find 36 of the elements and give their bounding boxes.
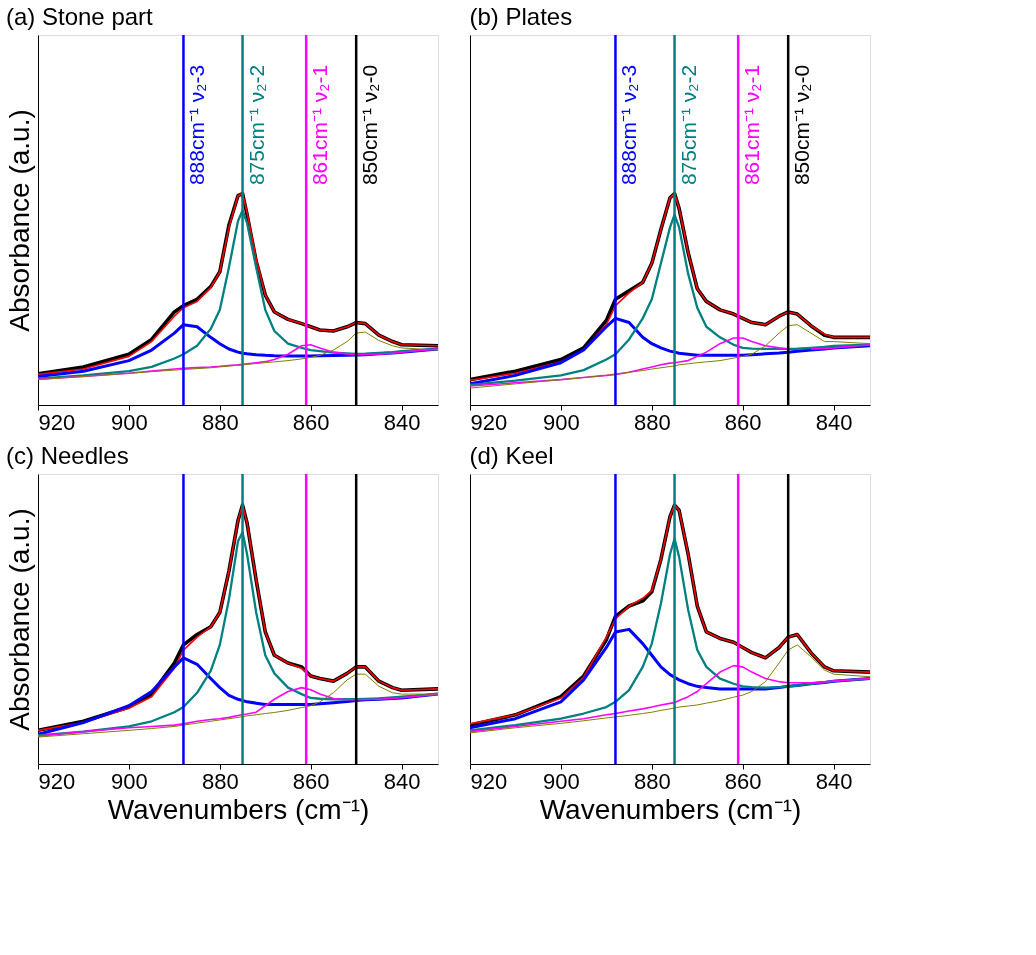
x-tick-label: 920 bbox=[470, 768, 508, 794]
x-tick-label: 920 bbox=[38, 409, 76, 435]
ref-line-label: 850cm⁻¹ ν₂-0 bbox=[790, 64, 814, 186]
chart-title: (d) Keel bbox=[469, 441, 554, 469]
x-tick-label: 900 bbox=[543, 409, 580, 435]
x-tick-label: 920 bbox=[38, 768, 76, 794]
x-axis-title: Wavenumbers (cm⁻¹) bbox=[107, 793, 370, 825]
x-tick-label: 860 bbox=[724, 768, 762, 794]
ref-line-label: 875cm⁻¹ ν₂-2 bbox=[676, 64, 700, 186]
x-tick-label: 860 bbox=[292, 768, 330, 794]
x-tick-label: 860 bbox=[724, 409, 762, 435]
chart-title: (b) Plates bbox=[469, 2, 573, 30]
x-axis-title: Wavenumbers (cm⁻¹) bbox=[539, 793, 802, 825]
x-tick-label: 880 bbox=[201, 768, 239, 794]
chart-title: (a) Stone part bbox=[6, 2, 154, 30]
ref-line-label: 875cm⁻¹ ν₂-2 bbox=[244, 64, 268, 186]
x-tick-label: 880 bbox=[633, 768, 671, 794]
y-axis-title: Absorbance (a.u.) bbox=[3, 508, 35, 731]
x-tick-label: 840 bbox=[815, 768, 853, 794]
x-tick-label: 900 bbox=[111, 409, 148, 435]
ref-line-label: 850cm⁻¹ ν₂-0 bbox=[358, 64, 382, 186]
x-tick-label: 880 bbox=[201, 409, 239, 435]
ref-line-label: 888cm⁻¹ ν₂-3 bbox=[617, 64, 641, 186]
x-tick-label: 900 bbox=[543, 768, 580, 794]
x-tick-label: 840 bbox=[383, 768, 421, 794]
ref-line-label: 861cm⁻¹ ν₂-1 bbox=[740, 64, 764, 186]
ref-line-label: 861cm⁻¹ ν₂-1 bbox=[308, 64, 332, 186]
x-tick-label: 840 bbox=[383, 409, 421, 435]
chart-title: (c) Needles bbox=[6, 441, 129, 469]
x-tick-label: 920 bbox=[470, 409, 508, 435]
y-axis-title: Absorbance (a.u.) bbox=[3, 109, 35, 332]
x-tick-label: 840 bbox=[815, 409, 853, 435]
x-tick-label: 880 bbox=[633, 409, 671, 435]
x-tick-label: 900 bbox=[111, 768, 148, 794]
x-tick-label: 860 bbox=[292, 409, 330, 435]
ref-line-label: 888cm⁻¹ ν₂-3 bbox=[185, 64, 209, 186]
